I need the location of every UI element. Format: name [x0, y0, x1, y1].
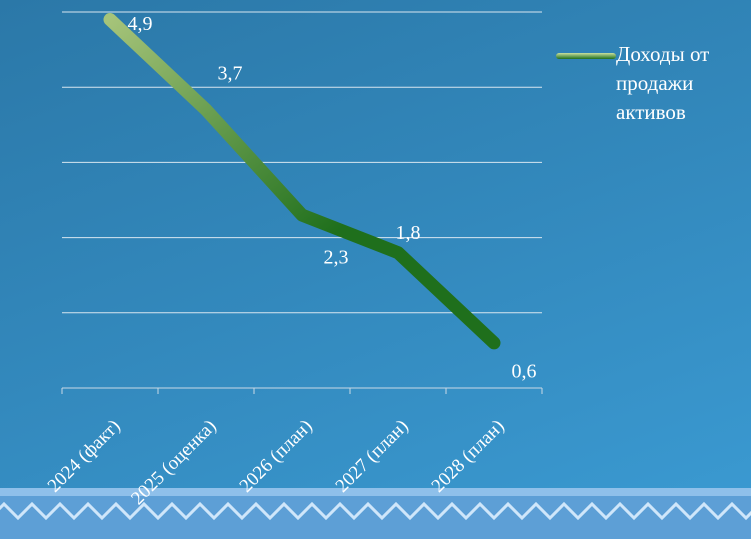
data-label: 0,6	[512, 360, 537, 382]
data-label: 3,7	[218, 62, 243, 84]
legend-label: Доходы от продажи активов	[616, 42, 710, 124]
footer-decoration	[0, 488, 751, 539]
x-tick-label: 2026 (план)	[236, 416, 317, 497]
x-tick-label: 2027 (план)	[332, 416, 413, 497]
series-line	[103, 13, 501, 350]
data-label: 4,9	[128, 13, 153, 35]
x-tick-label: 2024 (факт)	[44, 416, 125, 497]
data-label: 1,8	[396, 222, 421, 244]
legend: Доходы от продажи активов	[556, 40, 746, 127]
legend-swatch	[556, 53, 616, 59]
data-label: 2,3	[324, 247, 349, 269]
x-tick-label: 2028 (план)	[428, 416, 509, 497]
